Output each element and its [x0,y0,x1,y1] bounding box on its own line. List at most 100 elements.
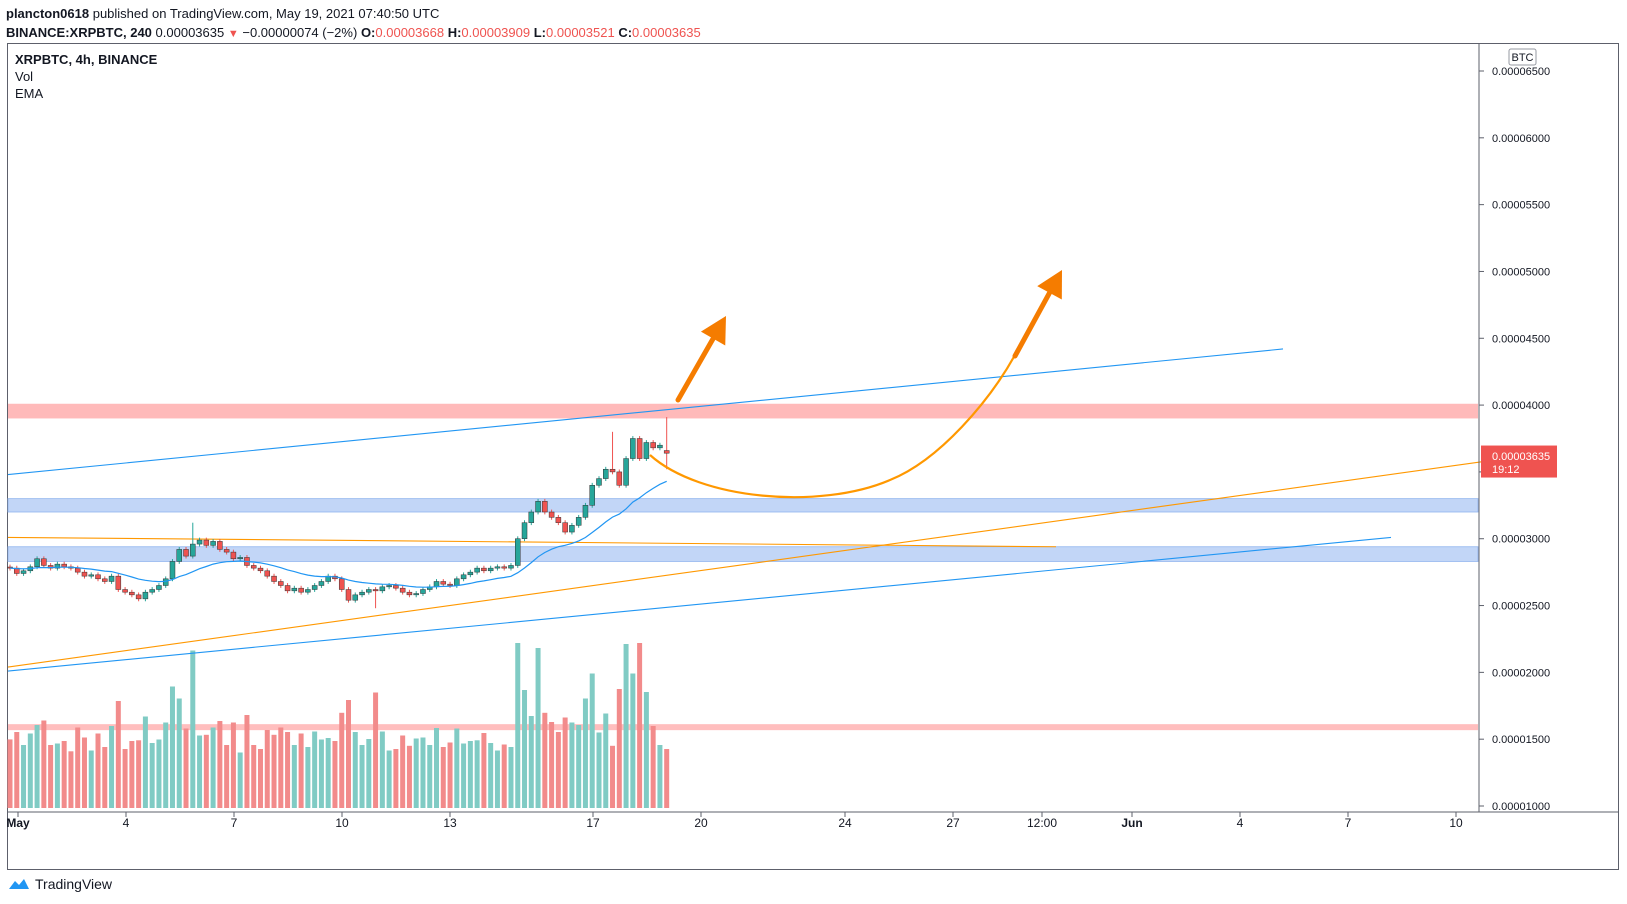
volume-bar [312,731,318,808]
x-tick-label: 10 [335,816,349,830]
candle-body [440,581,447,585]
volume-bar [251,745,257,808]
volume-bar [664,749,670,808]
x-tick-label: 7 [231,816,238,830]
candle-body [34,558,40,568]
candle-body [183,549,189,557]
legend-ema[interactable]: EMA [15,86,44,101]
y-tick-label: 0.00004000 [1492,400,1550,412]
support-zone-2 [7,546,1479,562]
candle-body [95,574,101,580]
chart-legend: XRPBTC, 4h, BINANCE Vol EMA [15,51,157,102]
candle-body [420,589,426,594]
volume-bar [291,745,297,808]
y-tick-label: 0.00001500 [1492,734,1550,746]
candle-body [203,539,210,546]
author-name[interactable]: plancton0618 [6,6,90,21]
volume-bar [447,742,453,808]
volume-bar [244,715,250,808]
candle-body [217,541,223,550]
ema-line [9,480,667,588]
volume-bar [623,644,629,808]
volume-bar [400,735,406,808]
legend-volume[interactable]: Vol [15,69,34,84]
candle-body [487,567,494,572]
volume-bar [224,745,230,808]
candle-body [399,587,406,593]
volume-bar [542,712,548,808]
volume-bar [285,732,291,808]
volume-bar [190,650,196,808]
volume-bar [122,749,128,808]
candle-body [352,594,359,601]
volume-bar [366,739,372,808]
candle-body [156,585,162,590]
volume-bar [88,750,94,808]
countdown-label: 19:12 [1492,464,1520,476]
volume-bar [156,739,162,808]
open-value: 0.00003668 [375,25,445,40]
volume-bar [217,721,223,808]
currency-badge [1508,48,1537,66]
volume-bar [379,731,385,808]
volume-bar [278,727,284,808]
candle-body [548,511,555,518]
publish-line: plancton0618 published on TradingView.co… [6,4,701,23]
candle-body [318,581,325,586]
candle-body [135,594,142,600]
close-value: 0.00003635 [632,25,701,40]
volume-bar [142,716,148,808]
volume-bar [427,745,433,808]
ohlc-line: BINANCE:XRPBTC, 240 0.00003635 ▼ −0.0000… [6,23,701,44]
candle-body [643,442,650,459]
arrow-up-near [675,316,726,403]
support-zone-1 [7,498,1479,513]
volume-layer [7,643,670,808]
high-label: H: [447,25,462,40]
low-value: 0.00003521 [546,25,615,40]
volume-bar [528,716,534,808]
volume-bar [406,745,412,808]
volume-bar [393,749,399,808]
volume-bar [237,752,243,808]
volume-bar [481,733,487,808]
volume-bar [183,728,189,808]
candle-body [657,444,663,449]
y-tick-label: 0.00002000 [1492,667,1550,679]
tradingview-logo-icon[interactable] [8,877,30,891]
candle-body [257,567,264,572]
volume-bar [34,725,40,808]
candle-body [271,575,277,582]
volume-bar [54,743,60,808]
low-label: L: [533,25,547,40]
currency-label: BTC [1512,52,1534,64]
candle-body [190,543,196,557]
volume-bar [305,747,311,808]
legend-symbol[interactable]: XRPBTC, 4h, BINANCE [15,52,158,67]
volume-bar [271,734,277,808]
candle-body [176,549,182,562]
candle-body [508,565,514,569]
y-tick-label: 0.00006000 [1492,133,1550,145]
volume-bar [413,738,419,808]
volume-bar [488,743,494,808]
time-axis: May 4 7 10 13 17 20 24 27 12:00 Jun 4 7 10 [6,812,1463,830]
volume-bar [515,643,521,808]
candle-body [393,585,399,589]
volume-bar [149,743,155,808]
volume-bar [61,741,67,808]
brand-name[interactable]: TradingView [35,876,113,892]
arrow-up-far [1012,270,1062,359]
candle-body [264,570,271,577]
candle-body [237,557,243,560]
volume-bar [501,744,507,808]
volume-bar [41,720,47,808]
volume-bar [346,700,351,808]
candle-body [108,575,115,582]
volume-bar [318,739,324,808]
current-price: 0.00003635 [155,25,225,40]
volume-bar [637,643,643,808]
volume-bar [203,734,209,808]
last-price-badge [1481,445,1557,478]
